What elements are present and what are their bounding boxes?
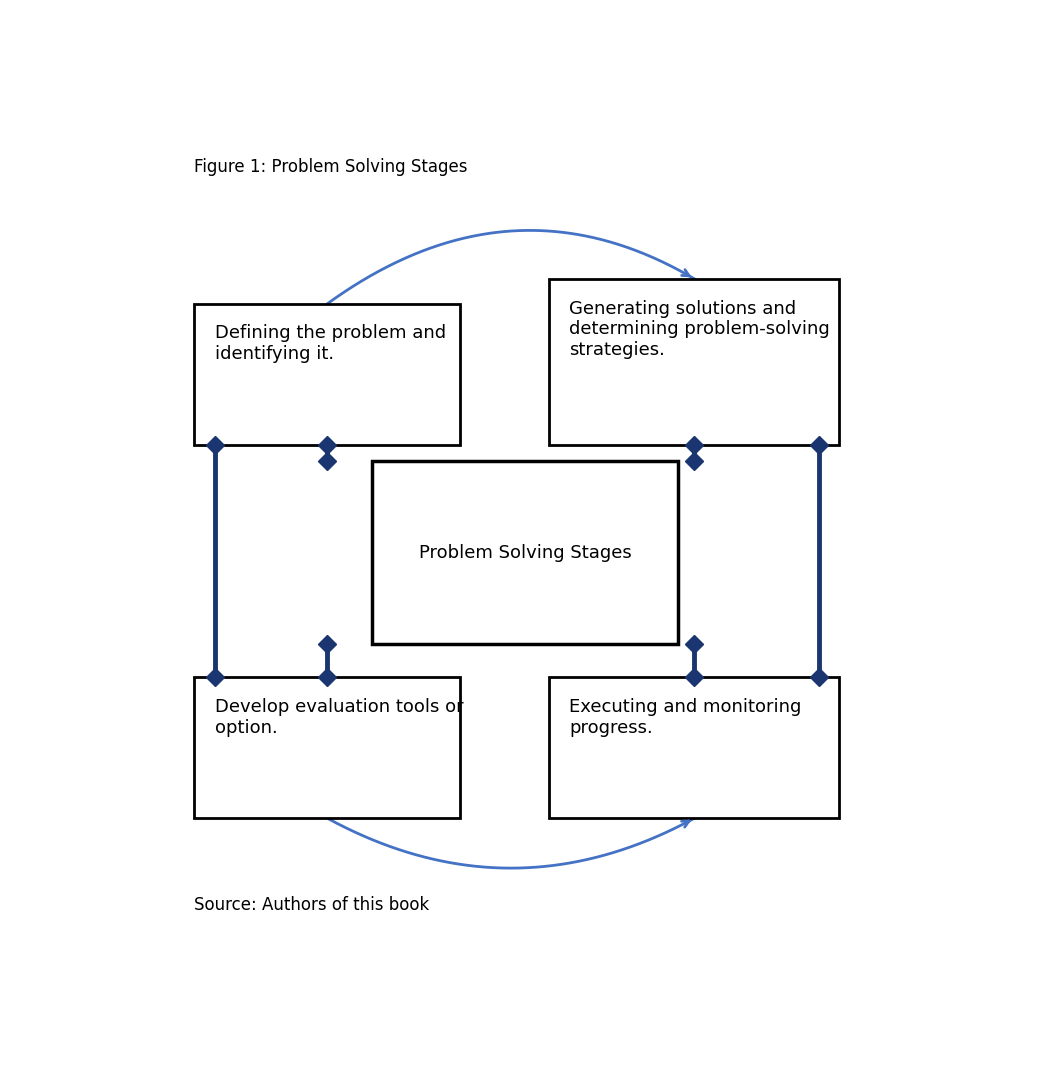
Text: Generating solutions and
determining problem-solving
strategies.: Generating solutions and determining pro… <box>569 300 830 359</box>
Text: Defining the problem and
identifying it.: Defining the problem and identifying it. <box>214 324 446 363</box>
Text: Problem Solving Stages: Problem Solving Stages <box>418 543 631 562</box>
FancyBboxPatch shape <box>194 304 461 445</box>
Text: Source: Authors of this book: Source: Authors of this book <box>194 896 430 914</box>
Text: Executing and monitoring
progress.: Executing and monitoring progress. <box>569 697 802 736</box>
FancyBboxPatch shape <box>372 461 678 644</box>
FancyBboxPatch shape <box>194 677 461 818</box>
FancyBboxPatch shape <box>549 677 839 818</box>
Text: Figure 1: Problem Solving Stages: Figure 1: Problem Solving Stages <box>194 158 468 177</box>
FancyBboxPatch shape <box>549 279 839 445</box>
Text: Develop evaluation tools or
option.: Develop evaluation tools or option. <box>214 697 463 736</box>
